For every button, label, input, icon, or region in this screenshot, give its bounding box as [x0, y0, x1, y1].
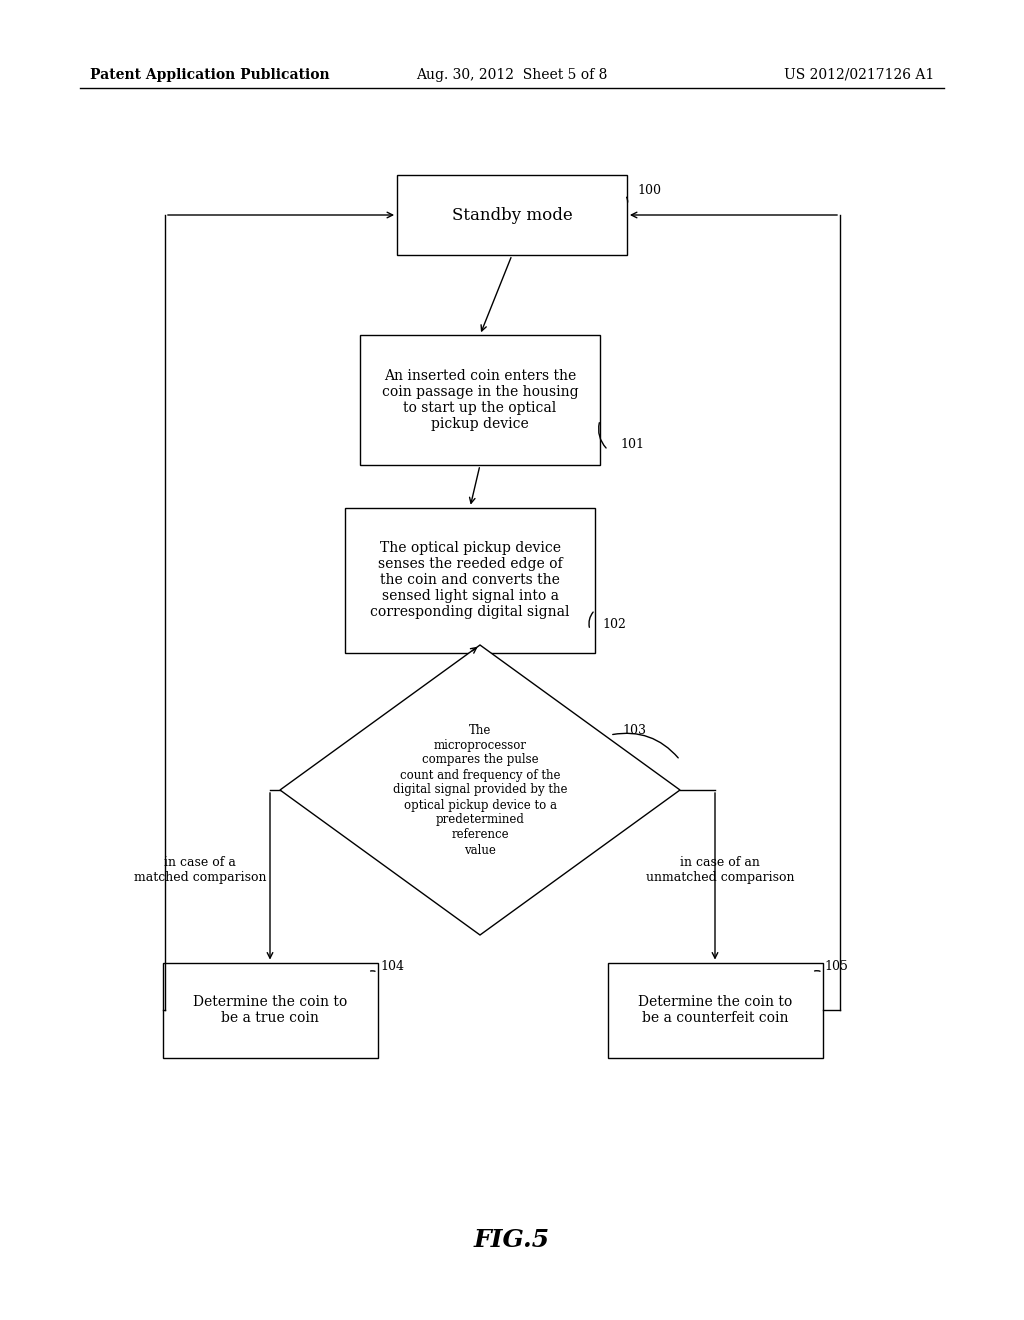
Text: in case of a
matched comparison: in case of a matched comparison [134, 855, 266, 884]
Text: 105: 105 [824, 961, 848, 974]
Text: 101: 101 [620, 438, 644, 451]
Text: 103: 103 [622, 723, 646, 737]
Text: 102: 102 [602, 619, 626, 631]
Text: 104: 104 [380, 961, 404, 974]
Text: US 2012/0217126 A1: US 2012/0217126 A1 [783, 69, 934, 82]
Text: Aug. 30, 2012  Sheet 5 of 8: Aug. 30, 2012 Sheet 5 of 8 [417, 69, 607, 82]
Text: 100: 100 [637, 183, 662, 197]
Polygon shape [280, 645, 680, 935]
Text: in case of an
unmatched comparison: in case of an unmatched comparison [646, 855, 795, 884]
Bar [163, 962, 378, 1057]
Text: Determine the coin to
be a counterfeit coin: Determine the coin to be a counterfeit c… [638, 995, 793, 1026]
Text: Determine the coin to
be a true coin: Determine the coin to be a true coin [193, 995, 347, 1026]
Text: Standby mode: Standby mode [452, 206, 572, 223]
Text: An inserted coin enters the
coin passage in the housing
to start up the optical
: An inserted coin enters the coin passage… [382, 368, 579, 432]
Text: Patent Application Publication: Patent Application Publication [90, 69, 330, 82]
Bar [397, 176, 627, 255]
Text: The
microprocessor
compares the pulse
count and frequency of the
digital signal : The microprocessor compares the pulse co… [393, 723, 567, 857]
Bar [345, 507, 595, 652]
Bar [607, 962, 822, 1057]
Text: The optical pickup device
senses the reeded edge of
the coin and converts the
se: The optical pickup device senses the ree… [371, 541, 569, 619]
Text: FIG.5: FIG.5 [474, 1228, 550, 1251]
Bar [360, 335, 600, 465]
